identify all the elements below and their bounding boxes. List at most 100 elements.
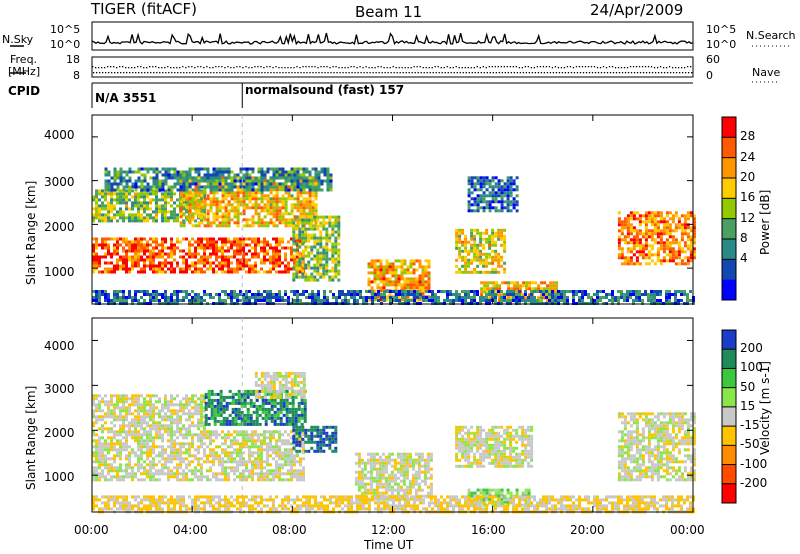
velocity-heatmap-cell	[233, 451, 236, 455]
nave-point	[212, 67, 214, 69]
power-heatmap-cell	[269, 270, 272, 274]
power-heatmap-cell	[326, 170, 330, 174]
power-heatmap-cell	[260, 240, 263, 244]
power-heatmap-cell	[140, 290, 143, 293]
power-heatmap-cell	[188, 267, 191, 271]
power-heatmap-cell	[206, 240, 209, 244]
power-heatmap-cell	[492, 281, 496, 285]
power-colorbar-tick-label: 24	[740, 149, 756, 164]
power-heatmap-cell	[322, 215, 326, 219]
nave-point	[197, 66, 199, 68]
power-heatmap-cell	[563, 290, 566, 293]
power-heatmap-cell	[206, 197, 210, 201]
power-heatmap-cell	[367, 280, 371, 284]
power-heatmap-cell	[152, 167, 156, 171]
power-heatmap-cell	[170, 249, 173, 253]
power-heatmap-cell	[125, 198, 128, 202]
power-heatmap-cell	[149, 237, 152, 241]
nave-point	[161, 67, 163, 69]
power-heatmap-cell	[455, 228, 459, 232]
power-heatmap-cell	[509, 299, 512, 302]
power-heatmap-cell	[611, 290, 614, 293]
power-heatmap-cell	[328, 224, 332, 228]
velocity-heatmap-cell	[194, 448, 197, 452]
power-heatmap-cell	[152, 182, 156, 186]
power-heatmap-cell	[488, 179, 492, 183]
power-heatmap-cell	[224, 215, 228, 219]
power-heatmap-cell	[230, 290, 233, 293]
power-heatmap-cell	[206, 212, 210, 216]
power-heatmap-cell	[218, 296, 221, 299]
velocity-heatmap-cell	[191, 445, 194, 449]
power-heatmap-cell	[257, 206, 261, 210]
velocity-heatmap-cell	[98, 436, 101, 440]
power-heatmap-cell	[614, 296, 617, 299]
power-heatmap-cell	[125, 270, 128, 274]
power-heatmap-cell	[248, 167, 252, 171]
power-heatmap-cell	[143, 204, 146, 208]
power-heatmap-cell	[617, 253, 621, 257]
power-heatmap-cell	[680, 247, 684, 251]
power-heatmap-cell	[323, 299, 326, 302]
power-heatmap-cell	[272, 206, 276, 210]
power-heatmap-cell	[257, 185, 261, 189]
power-heatmap-cell	[185, 201, 188, 205]
power-heatmap-cell	[665, 226, 669, 230]
power-heatmap-cell	[428, 290, 431, 293]
velocity-heatmap-cell	[107, 469, 110, 473]
power-heatmap-cell	[424, 280, 428, 284]
power-heatmap-cell	[239, 170, 243, 174]
velocity-heatmap-cell	[221, 478, 224, 482]
power-heatmap-cell	[620, 238, 624, 242]
power-heatmap-cell	[164, 219, 167, 223]
nave-point	[671, 67, 674, 69]
power-heatmap-cell	[131, 246, 134, 250]
power-heatmap-cell	[319, 275, 323, 279]
power-heatmap-cell	[152, 296, 155, 299]
power-heatmap-cell	[251, 221, 255, 225]
power-heatmap-cell	[479, 252, 483, 256]
velocity-heatmap-cell	[95, 448, 98, 452]
power-heatmap-cell	[221, 176, 225, 180]
power-heatmap-cell	[215, 200, 219, 204]
power-heatmap-cell	[236, 246, 239, 250]
power-heatmap-cell	[182, 176, 186, 180]
power-heatmap-cell	[401, 296, 404, 299]
power-heatmap-cell	[95, 299, 98, 302]
power-heatmap-cell	[251, 197, 255, 201]
power-heatmap-cell	[394, 277, 398, 281]
power-heatmap-cell	[281, 261, 284, 265]
power-heatmap-cell	[215, 293, 218, 296]
power-heatmap-cell	[479, 182, 483, 186]
nave-point	[176, 67, 178, 69]
power-heatmap-cell	[182, 185, 186, 189]
power-heatmap-cell	[131, 243, 134, 247]
power-heatmap-cell	[116, 185, 120, 189]
power-heatmap-cell	[236, 197, 240, 201]
power-heatmap-cell	[236, 206, 240, 210]
power-heatmap-cell	[419, 293, 422, 296]
power-heatmap-cell	[143, 188, 147, 192]
power-heatmap-cell	[230, 203, 234, 207]
power-heatmap-cell	[272, 203, 276, 207]
power-heatmap-cell	[107, 237, 110, 241]
power-heatmap-cell	[677, 220, 681, 224]
power-heatmap-cell	[164, 167, 168, 171]
power-heatmap-cell	[412, 286, 416, 290]
power-heatmap-cell	[549, 287, 553, 291]
velocity-heatmap-cell	[146, 448, 149, 452]
power-heatmap-cell	[313, 278, 317, 282]
power-heatmap-cell	[179, 182, 183, 186]
power-heatmap-cell	[298, 260, 302, 264]
power-heatmap-cell	[473, 188, 477, 192]
velocity-heatmap-cell	[179, 448, 182, 452]
power-heatmap-cell	[227, 200, 231, 204]
velocity-heatmap-cell	[236, 460, 239, 464]
power-heatmap-cell	[328, 248, 332, 252]
power-heatmap-cell	[314, 197, 318, 201]
power-heatmap-cell	[284, 290, 287, 293]
power-heatmap-cell	[424, 265, 428, 269]
power-heatmap-cell	[522, 281, 526, 285]
power-heatmap-cell	[626, 290, 629, 293]
power-heatmap-cell	[602, 296, 605, 299]
